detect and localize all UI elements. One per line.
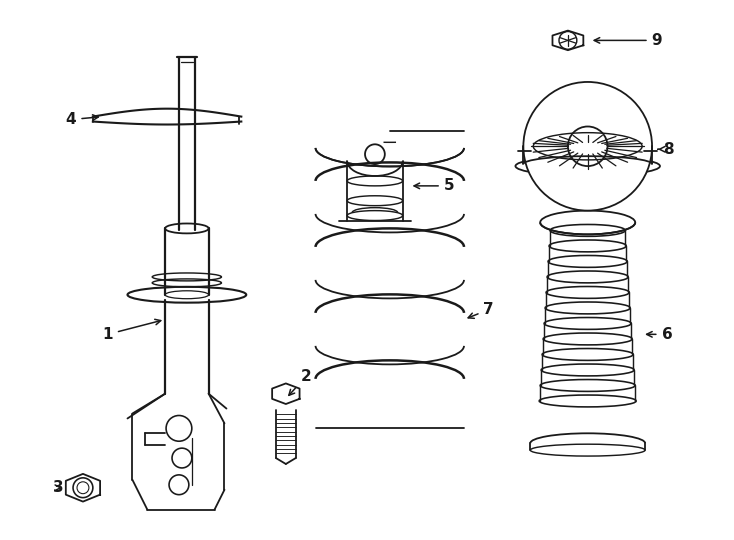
- Text: 3: 3: [53, 480, 64, 495]
- Text: 8: 8: [658, 142, 674, 157]
- Text: 7: 7: [468, 302, 494, 319]
- Circle shape: [523, 82, 652, 211]
- Text: 1: 1: [103, 319, 161, 342]
- Text: 2: 2: [289, 369, 311, 395]
- Text: 9: 9: [594, 33, 662, 48]
- Ellipse shape: [515, 156, 660, 176]
- Text: 6: 6: [647, 327, 672, 342]
- Ellipse shape: [128, 287, 246, 302]
- Text: 5: 5: [414, 178, 454, 193]
- Text: 4: 4: [66, 112, 98, 127]
